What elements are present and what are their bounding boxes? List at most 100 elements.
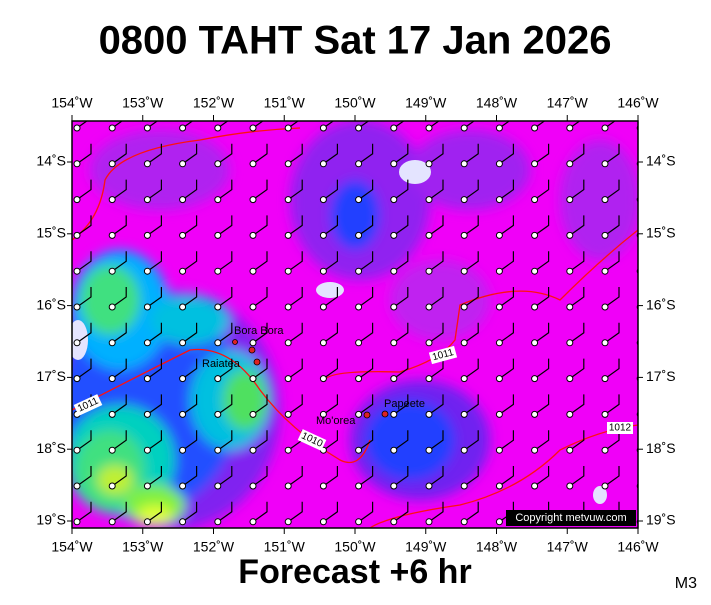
barb-station xyxy=(108,196,116,204)
barb xyxy=(76,179,92,201)
barb xyxy=(76,287,92,308)
barb-station xyxy=(355,339,363,347)
barb xyxy=(76,215,92,236)
barb xyxy=(111,143,127,165)
barb xyxy=(323,287,338,308)
barb xyxy=(393,179,409,201)
barb xyxy=(499,394,514,415)
barb-station xyxy=(73,196,81,204)
barb-station xyxy=(284,124,292,132)
barb-station xyxy=(284,482,292,490)
barb xyxy=(358,287,374,308)
barb xyxy=(428,287,444,308)
lon-label: 150˚W xyxy=(334,539,376,555)
barb xyxy=(393,215,409,236)
barb xyxy=(217,358,233,380)
copyright: Copyright metvuw.com xyxy=(515,512,626,524)
barb-station xyxy=(73,339,81,347)
barb xyxy=(640,466,654,486)
barb-station xyxy=(495,160,503,168)
barb-station xyxy=(143,339,151,347)
barb xyxy=(287,322,303,344)
barb xyxy=(252,394,268,415)
barb xyxy=(217,251,233,272)
islands xyxy=(232,339,389,419)
lon-label: 151˚W xyxy=(264,95,306,111)
barb-station xyxy=(284,196,292,204)
barb xyxy=(323,179,338,201)
barb-station xyxy=(495,410,503,418)
barb xyxy=(393,121,405,129)
barb xyxy=(640,108,654,128)
barb xyxy=(358,215,374,236)
barb xyxy=(393,358,409,380)
barb-station xyxy=(355,518,363,526)
barb xyxy=(534,430,550,451)
barb-station xyxy=(143,446,151,454)
barb xyxy=(428,121,440,129)
barb-station xyxy=(214,124,222,132)
barb xyxy=(499,322,514,344)
barb-station xyxy=(108,446,116,454)
barb-station xyxy=(249,231,257,239)
barb-station xyxy=(460,196,468,204)
lat-label: 16˚S xyxy=(36,296,66,312)
barb-station xyxy=(460,446,468,454)
barb xyxy=(323,358,338,380)
lon-label: 149˚W xyxy=(405,95,447,111)
barb-station xyxy=(531,410,539,418)
barb xyxy=(393,322,409,344)
barb-station xyxy=(319,410,327,418)
barb xyxy=(534,358,550,380)
barb xyxy=(252,215,268,236)
barb-station xyxy=(214,375,222,383)
barb-station xyxy=(531,160,539,168)
subtitle: Forecast +6 hr xyxy=(238,553,471,591)
barb-station xyxy=(566,375,574,383)
barb-station xyxy=(179,410,187,418)
barb-station xyxy=(214,267,222,275)
barb-station xyxy=(495,231,503,239)
barb-station xyxy=(214,410,222,418)
barb-station xyxy=(249,410,257,418)
barb xyxy=(323,143,338,165)
barb xyxy=(428,215,444,236)
barb-station xyxy=(390,196,398,204)
barb xyxy=(287,394,303,415)
place-label: Bora Bora xyxy=(234,325,284,337)
barb xyxy=(323,501,338,523)
barb xyxy=(534,121,546,129)
barb-station xyxy=(179,339,187,347)
barb xyxy=(287,287,303,308)
lon-label: 154˚W xyxy=(51,539,93,555)
lon-label: 146˚W xyxy=(617,539,659,555)
barb-station xyxy=(495,339,503,347)
model-label: M3 xyxy=(675,575,697,592)
barb xyxy=(499,358,514,380)
barb-station xyxy=(355,410,363,418)
lon-label: 154˚W xyxy=(51,95,93,111)
barb xyxy=(499,143,514,165)
barb-station xyxy=(108,160,116,168)
barb xyxy=(428,501,444,523)
barb-station xyxy=(425,196,433,204)
barb xyxy=(604,466,620,487)
barb-station xyxy=(319,303,327,311)
barb xyxy=(428,143,444,165)
barb-station xyxy=(249,446,257,454)
barb-station xyxy=(531,196,539,204)
barb xyxy=(287,143,303,165)
barb-station xyxy=(249,124,257,132)
barb-station xyxy=(531,482,539,490)
barb-station xyxy=(566,339,574,347)
barb-station xyxy=(355,231,363,239)
barb xyxy=(111,501,127,523)
lat-label: 15˚S xyxy=(36,225,66,241)
barb-station xyxy=(143,518,151,526)
barb-station xyxy=(249,160,257,168)
barb-station xyxy=(143,303,151,311)
barb-station xyxy=(460,231,468,239)
barb-station xyxy=(390,124,398,132)
barb-station xyxy=(179,482,187,490)
barb xyxy=(147,121,159,129)
